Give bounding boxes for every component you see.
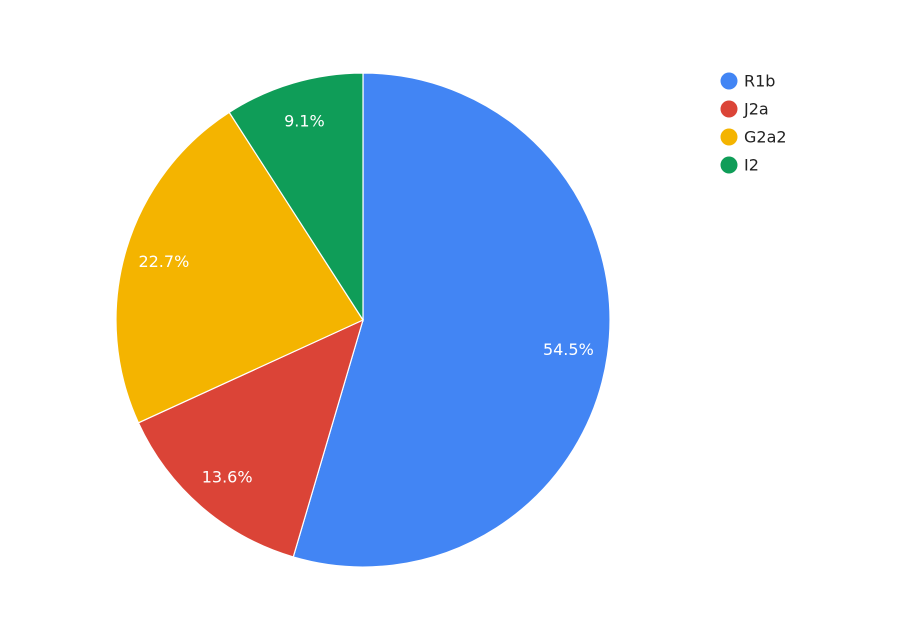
pie-slice-r1b xyxy=(292,72,611,568)
slice-label-i2: 9.1% xyxy=(284,111,325,130)
pie-slice-j2a xyxy=(137,318,364,558)
legend-swatch-r1b xyxy=(720,72,738,90)
pie-slice-i2 xyxy=(228,72,364,323)
pie-slice-g2a2 xyxy=(115,111,364,424)
pie-slices xyxy=(115,72,611,568)
legend-swatch-g2a2 xyxy=(720,128,738,146)
slice-label-r1b: 54.5% xyxy=(543,340,594,359)
legend: R1b J2a G2a2 I2 xyxy=(720,72,787,175)
legend-label-g2a2: G2a2 xyxy=(744,128,787,147)
legend-label-j2a: J2a xyxy=(743,100,769,119)
pie-slice-labels: 54.5% 13.6% 22.7% 9.1% xyxy=(138,111,593,486)
slice-label-j2a: 13.6% xyxy=(202,467,253,486)
legend-swatch-j2a xyxy=(720,100,738,118)
legend-label-r1b: R1b xyxy=(744,72,775,91)
slice-label-g2a2: 22.7% xyxy=(138,252,189,271)
legend-label-i2: I2 xyxy=(744,156,759,175)
legend-swatch-i2 xyxy=(720,156,738,174)
